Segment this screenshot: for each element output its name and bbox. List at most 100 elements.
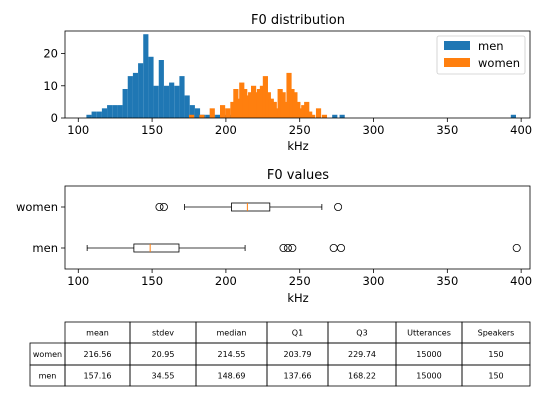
table-header-utterances: Utterances (407, 329, 451, 338)
table-header-stdev: stdev (152, 329, 174, 338)
box-xtick-label-300: 300 (363, 274, 385, 288)
stats-table: mean stdev median Q1 Q3 Utterances Speakers wom… (29, 321, 531, 387)
hist-ytick-label-0: 0 (51, 111, 58, 125)
hist-ytick-label-20: 20 (43, 47, 58, 61)
histogram-xlabel: kHz (287, 139, 308, 153)
legend-label-women: women (478, 56, 520, 70)
boxplot-marks (86, 202, 521, 253)
table-value-women-speakers: 150 (488, 350, 503, 359)
box-xtick-label-150: 150 (141, 274, 163, 288)
hist-bar-men-5 (112, 105, 118, 118)
box-men-outlier-5 (512, 243, 521, 252)
hist-bar-men-10 (138, 63, 144, 118)
hist-xtick-label-200: 200 (215, 123, 237, 137)
hist-bar-men-21 (194, 108, 201, 118)
box-men (86, 243, 521, 253)
hist-bar-men-13 (153, 85, 159, 118)
hist-bar-men-3 (101, 108, 108, 118)
hist-xtick-label-100: 100 (67, 123, 89, 137)
hist-bar-men-1 (91, 111, 97, 118)
hist-bar-men-9 (132, 72, 139, 118)
hist-bar-men-6 (117, 105, 123, 118)
hist-bar-men-20 (189, 105, 195, 118)
table-value-women-q3: 229.74 (348, 350, 376, 359)
hist-bar-women-15 (259, 85, 266, 118)
hist-bar-women-12 (251, 85, 257, 118)
hist-bar-men-12 (148, 56, 154, 118)
hist-bar-women-13 (253, 92, 260, 118)
hist-bar-women-26 (292, 92, 298, 118)
box-women-outlier-1 (159, 202, 168, 211)
hist-xtick-label-150: 150 (141, 123, 163, 137)
hist-bar-men-25 (215, 114, 221, 118)
box-men-outlier-2 (288, 243, 297, 252)
hist-bar-women-32 (310, 114, 316, 118)
hist-xtick-label-250: 250 (289, 123, 311, 137)
hist-bar-women-21 (277, 89, 283, 118)
table-value-women-q1: 203.79 (284, 350, 312, 359)
table-value-men-median: 148.69 (218, 372, 246, 381)
hist-bar-women-6 (233, 89, 239, 118)
box-xtick-label-250: 250 (289, 274, 311, 288)
table-row-label-women: women (33, 350, 62, 359)
box-men-outlier-4 (337, 243, 346, 252)
table-value-men-stdev: 34.55 (152, 372, 175, 381)
hist-bar-women-23 (283, 101, 289, 118)
hist-bar-women-3 (220, 105, 226, 118)
hist-bar-men-4 (107, 105, 113, 118)
boxplot-panel: F0 values 100 150 200 250 300 350 400 men women… (16, 168, 532, 305)
boxplot-title: F0 values (267, 168, 329, 183)
box-xtick-label-400: 400 (510, 274, 532, 288)
hist-xtick-label-300: 300 (363, 123, 385, 137)
legend-swatch-men (444, 41, 470, 50)
hist-bar-women-2 (209, 108, 215, 118)
hist-bar-women-34 (321, 114, 328, 118)
hist-bar-women-20 (274, 108, 280, 118)
hist-bar-men-8 (127, 76, 133, 118)
hist-bar-women-19 (271, 101, 277, 118)
hist-bar-women-25 (289, 89, 295, 118)
histogram-x-ticks: 100 150 200 250 300 350 400 (67, 118, 532, 137)
legend-label-men: men (478, 39, 504, 53)
table-value-men-q1: 137.66 (284, 372, 312, 381)
table-value-men-q3: 168.22 (348, 372, 376, 381)
hist-bar-women-30 (304, 101, 310, 118)
hist-bar-men-11 (143, 34, 149, 118)
hist-bar-men-7 (122, 89, 128, 118)
table-value-women-stdev: 20.95 (152, 350, 175, 359)
hist-bar-men-29 (332, 114, 338, 118)
hist-xtick-label-400: 400 (510, 123, 532, 137)
box-xtick-label-100: 100 (67, 274, 89, 288)
histogram-frame (64, 30, 531, 119)
table-header-median: median (217, 329, 247, 338)
hist-bar-men-14 (158, 60, 164, 118)
box-women-outlier-2 (334, 202, 343, 211)
hist-bar-women-10 (245, 95, 251, 118)
hist-bar-women-24 (286, 72, 292, 118)
table-value-women-mean: 216.56 (84, 350, 112, 359)
hist-bar-men-15 (163, 85, 170, 118)
histogram-panel: F0 distribution 100 150 200 250 300 350 400 01… (43, 13, 532, 153)
hist-bar-men-17 (174, 85, 180, 118)
box-men-outlier-0 (279, 243, 288, 252)
hist-bar-women-14 (256, 89, 263, 118)
hist-bar-women-4 (225, 108, 231, 118)
boxplot-y-ticks: men women (16, 200, 65, 255)
boxplot-xlabel: kHz (287, 291, 308, 305)
table-cell-men-speakers (461, 364, 531, 387)
hist-bar-men-19 (184, 95, 190, 118)
legend-swatch-women (444, 58, 470, 67)
hist-bar-men-16 (169, 82, 175, 118)
table-value-men-mean: 157.16 (84, 372, 112, 381)
hist-bar-men-0 (86, 114, 92, 118)
hist-bar-women-22 (280, 92, 286, 118)
hist-bar-women-31 (307, 111, 313, 118)
hist-bar-men-30 (339, 114, 345, 118)
hist-bar-women-5 (230, 101, 236, 118)
hist-bar-men-31 (510, 114, 516, 118)
hist-bar-women-27 (295, 101, 301, 118)
box-women-iqr (231, 202, 271, 212)
box-women (155, 202, 343, 212)
box-ytick-label-women: women (16, 200, 58, 214)
